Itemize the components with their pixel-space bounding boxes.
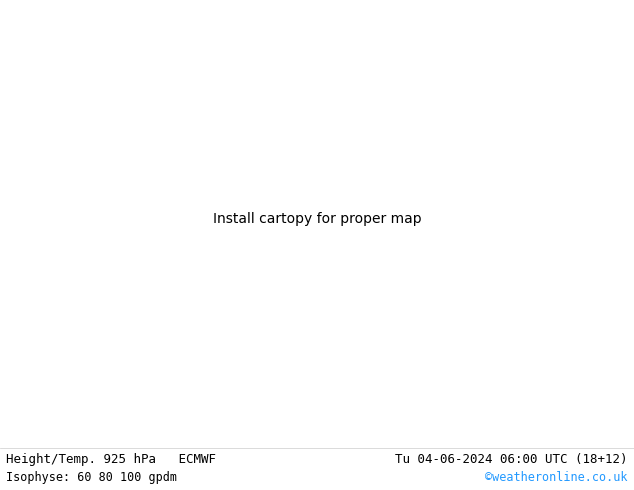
Text: Isophyse: 60 80 100 gpdm: Isophyse: 60 80 100 gpdm [6, 470, 178, 484]
Text: Height/Temp. 925 hPa   ECMWF: Height/Temp. 925 hPa ECMWF [6, 453, 216, 466]
Text: ©weatheronline.co.uk: ©weatheronline.co.uk [485, 470, 628, 484]
Text: Install cartopy for proper map: Install cartopy for proper map [212, 213, 422, 226]
Text: Tu 04-06-2024 06:00 UTC (18+12): Tu 04-06-2024 06:00 UTC (18+12) [395, 453, 628, 466]
